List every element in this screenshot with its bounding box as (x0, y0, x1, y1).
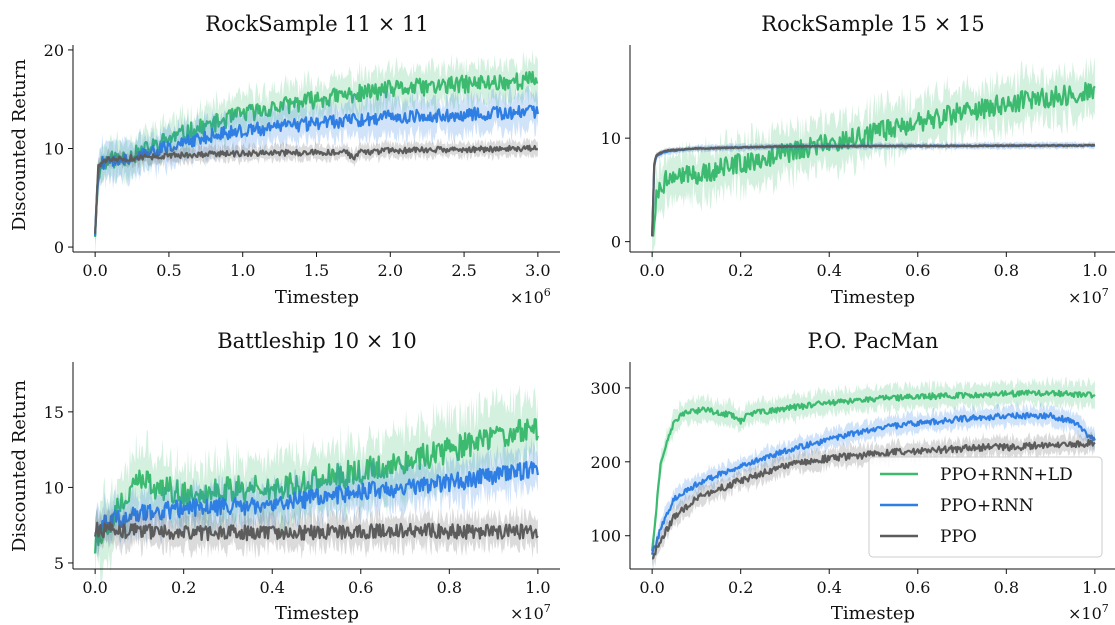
x-tick-label: 1.0 (1082, 578, 1107, 597)
plot-area: 0.0 0.2 0.4 0.6 0.8 1.0 5 10 15 (44, 362, 560, 597)
x-tick-label: 2.5 (451, 261, 476, 280)
legend-entry: PPO+RNN+LD (880, 465, 1073, 485)
series-line (651, 81, 1096, 237)
plot-area: 0.0 0.5 1.0 1.5 2.0 2.5 3.0 0 10 20 (44, 41, 560, 280)
legend-label: PPO (940, 527, 977, 547)
series-line (94, 144, 538, 234)
y-tick-label: 10 (44, 140, 64, 159)
legend-label: PPO+RNN (940, 496, 1034, 516)
x-tick-label: 1.0 (1082, 261, 1107, 280)
series-line (651, 143, 1095, 237)
legend-label: PPO+RNN+LD (940, 465, 1073, 485)
series-line (94, 521, 539, 542)
y-tick-label: 20 (44, 41, 64, 60)
legend-entry: PPO+RNN (880, 496, 1034, 516)
x-tick-label: 0.4 (817, 578, 842, 597)
y-axis-label: Discounted Return (9, 380, 30, 552)
x-multiplier: ×106 (510, 286, 551, 307)
x-tick-label: 3.0 (525, 261, 550, 280)
series-band (652, 400, 1095, 566)
x-axis-label: Timestep (831, 603, 915, 624)
x-tick-label: 1.5 (304, 261, 329, 280)
series-line (651, 412, 1096, 555)
x-tick-label: 0.4 (260, 578, 285, 597)
panel-title: RockSample 15 × 15 (761, 12, 984, 36)
y-tick-label: 0 (611, 233, 621, 252)
series-line (94, 70, 539, 237)
series-band (95, 84, 538, 256)
x-multiplier: ×107 (1068, 286, 1109, 307)
x-tick-label: 0.6 (905, 261, 930, 280)
panel-rocksample-15: RockSample 15 × 15 Timestep ×107 0.0 0.2 0… (601, 12, 1115, 308)
y-tick-label: 300 (590, 379, 621, 398)
series-line (94, 460, 539, 535)
x-tick-label: 1.0 (525, 578, 550, 597)
series-band (95, 436, 538, 558)
x-tick-label: 0.4 (817, 261, 842, 280)
y-tick-label: 5 (54, 554, 64, 573)
series-band (95, 49, 538, 252)
panel-title: P.O. PacMan (808, 329, 939, 353)
y-tick-label: 200 (590, 453, 621, 472)
x-tick-label: 0.5 (156, 261, 181, 280)
x-tick-label: 1.0 (230, 261, 255, 280)
x-tick-label: 0.8 (994, 261, 1019, 280)
x-axis-label: Timestep (275, 287, 359, 308)
y-tick-label: 10 (44, 478, 64, 497)
x-tick-label: 0.0 (82, 261, 107, 280)
panel-title: Battleship 10 × 10 (217, 329, 417, 353)
y-tick-label: 100 (590, 527, 621, 546)
panel-rocksample-11: RockSample 11 × 11 Discounted Return Tim… (9, 12, 560, 308)
series-band (652, 56, 1095, 266)
x-tick-label: 0.6 (905, 578, 930, 597)
y-axis-label: Discounted Return (9, 59, 30, 231)
series-band (652, 140, 1095, 239)
x-tick-label: 0.0 (639, 578, 664, 597)
x-tick-label: 0.0 (82, 578, 107, 597)
x-tick-label: 2.0 (378, 261, 403, 280)
plot-area: 0.0 0.2 0.4 0.6 0.8 1.0 0 10 (601, 45, 1115, 280)
x-tick-label: 0.2 (728, 578, 753, 597)
y-tick-label: 15 (44, 403, 64, 422)
series-band (652, 376, 1095, 562)
legend-frame (868, 456, 1103, 558)
panel-battleship: Battleship 10 × 10 Discounted Return Tim… (9, 329, 560, 624)
series-line (94, 418, 539, 554)
x-tick-label: 0.2 (171, 578, 196, 597)
x-tick-label: 0.8 (437, 578, 462, 597)
series-line (651, 389, 1096, 552)
x-tick-label: 0.6 (348, 578, 373, 597)
x-tick-label: 0.0 (639, 261, 664, 280)
series-line (94, 104, 539, 236)
x-axis-label: Timestep (275, 603, 359, 624)
x-axis-label: Timestep (831, 287, 915, 308)
x-multiplier: ×107 (510, 602, 551, 623)
x-tick-label: 0.8 (994, 578, 1019, 597)
x-multiplier: ×107 (1068, 602, 1109, 623)
panel-title: RockSample 11 × 11 (205, 12, 428, 36)
legend-entry: PPO (880, 527, 977, 547)
legend: PPO+RNN+LD PPO+RNN PPO (868, 456, 1103, 558)
y-tick-label: 0 (54, 238, 64, 257)
x-tick-label: 0.2 (728, 261, 753, 280)
y-tick-label: 10 (601, 129, 621, 148)
